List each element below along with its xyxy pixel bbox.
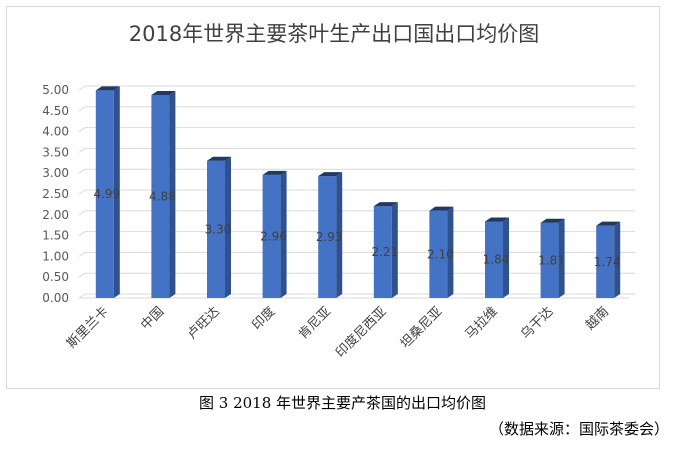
- y-tick-label: 0.50: [42, 270, 69, 284]
- bar-top: [207, 156, 231, 161]
- gridline-depth: [78, 293, 86, 299]
- bar: [596, 225, 615, 298]
- bar-top: [95, 86, 120, 91]
- bar-side: [113, 86, 120, 298]
- bar-top: [151, 90, 176, 95]
- bar-side: [447, 206, 454, 298]
- bar: [373, 206, 392, 298]
- y-tick-label: 1.00: [42, 249, 69, 263]
- bar-side: [336, 172, 343, 298]
- data-label: 2.93: [316, 230, 343, 244]
- gridline-depth: [78, 127, 86, 133]
- bar: [207, 160, 225, 298]
- bar: [485, 221, 503, 298]
- data-label: 1.74: [594, 255, 621, 269]
- x-tick-label: 中国: [138, 304, 167, 333]
- data-label: 2.96: [260, 229, 287, 243]
- x-tick-label: 乌干达: [518, 304, 557, 343]
- bar-top: [485, 217, 509, 222]
- gridline-depth: [78, 168, 86, 174]
- bar-top: [262, 170, 287, 175]
- data-label: 2.21: [371, 245, 398, 259]
- bar-top: [318, 172, 343, 177]
- bar-chart: 0.00 0.50 1.00 1.50 2.00 2.50 3.00 3.50 4.00 4.50…: [42, 83, 635, 361]
- gridline-depth: [78, 251, 86, 257]
- bar: [540, 222, 559, 298]
- figure-caption: 图 3 2018 年世界主要产茶国的出口均价图: [198, 394, 487, 412]
- x-tick-label: 卢旺达: [184, 304, 223, 343]
- bar-side: [558, 218, 565, 298]
- y-tick-label: 5.00: [42, 83, 69, 97]
- bar-side: [503, 217, 509, 298]
- bar-side: [614, 221, 621, 298]
- data-label: 1.84: [483, 253, 510, 267]
- y-tick-label: 0.00: [42, 291, 69, 305]
- y-tick-label: 3.50: [42, 145, 69, 159]
- data-label: 4.88: [149, 189, 176, 203]
- gridline-depth: [78, 189, 86, 195]
- chart-container: 2018年世界主要茶叶生产出口国出口均价图 0.00 0.50 1.00 1.50 2.…: [6, 6, 660, 389]
- x-tick-label: 斯里兰卡: [64, 304, 111, 351]
- y-tick-label: 4.00: [42, 125, 69, 139]
- gridline-depth: [78, 85, 86, 91]
- bar: [262, 174, 281, 298]
- x-tick-label: 坦桑尼亚: [398, 304, 445, 351]
- gridline-depth: [78, 147, 86, 153]
- y-tick-label: 1.50: [42, 229, 69, 243]
- bar: [95, 90, 114, 298]
- bar-top: [540, 218, 565, 223]
- x-tick-label: 印度尼西亚: [332, 304, 389, 361]
- chart-title: 2018年世界主要茶叶生产出口国出口均价图: [128, 22, 540, 46]
- y-tick-label: 2.50: [42, 187, 69, 201]
- gridline-depth: [78, 210, 86, 216]
- data-label: 3.30: [205, 222, 232, 236]
- y-tick-label: 3.00: [42, 166, 69, 180]
- data-label: 1.81: [538, 253, 565, 267]
- x-tick-label: 越南: [582, 304, 612, 334]
- gridline-depth: [78, 106, 86, 112]
- x-tick-label: 肯尼亚: [296, 304, 334, 342]
- data-label: 2.10: [427, 247, 454, 261]
- bar-side: [280, 170, 287, 298]
- bar-side: [391, 202, 398, 298]
- y-tick-label: 2.00: [42, 208, 69, 222]
- gridline-depth: [78, 231, 86, 237]
- gridline-depth: [78, 272, 86, 278]
- data-source: （数据来源：国际茶委会）: [488, 420, 669, 438]
- bar-side: [225, 156, 231, 298]
- x-tick-label: 印度: [249, 304, 279, 334]
- bar-side: [169, 90, 176, 298]
- bar: [151, 94, 170, 298]
- bar-top: [429, 206, 454, 211]
- bar: [429, 210, 448, 298]
- bar-top: [373, 202, 398, 207]
- y-tick-label: 4.50: [42, 104, 69, 118]
- x-tick-label: 马拉维: [463, 304, 501, 342]
- bar: [318, 176, 337, 298]
- data-label: 4.99: [93, 187, 120, 201]
- bar-top: [596, 221, 621, 226]
